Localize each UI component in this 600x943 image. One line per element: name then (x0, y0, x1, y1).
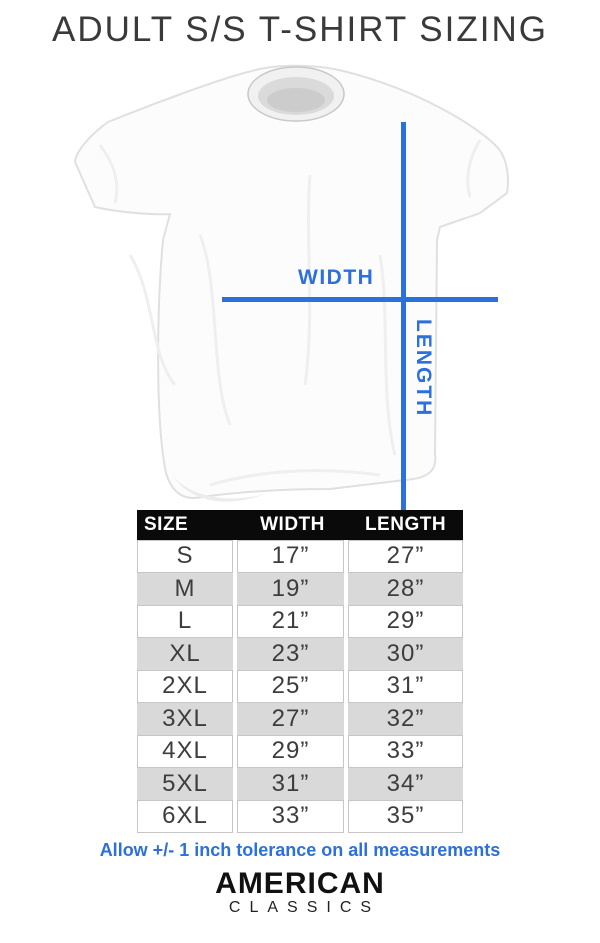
tshirt-collar (247, 66, 345, 122)
size-cell: S (137, 540, 237, 573)
table-row: 2XL 25” 31” (137, 670, 463, 703)
length-cell: 30” (348, 637, 463, 670)
tshirt-image (73, 64, 509, 502)
length-measure-line (401, 122, 406, 548)
page-title: ADULT S/S T-SHIRT SIZING (52, 10, 548, 49)
width-cell: 23” (237, 637, 348, 670)
size-cell: 6XL (137, 800, 237, 833)
table-row: M 19” 28” (137, 572, 463, 605)
brand-logo: AMERICAN CLASSICS (0, 867, 600, 917)
width-cell: 25” (237, 670, 348, 703)
size-table-body: S 17” 27” M 19” 28” L 21” 29” XL 23” 30” 2XL 25” 31” 3X… (137, 540, 463, 833)
size-cell: XL (137, 637, 237, 670)
table-row: 5XL 31” 34” (137, 767, 463, 800)
size-cell: 2XL (137, 670, 237, 703)
tshirt-diagram: WIDTH LENGTH (60, 55, 520, 548)
width-cell: 17” (237, 540, 348, 573)
table-header: SIZE WIDTH LENGTH (137, 510, 463, 540)
tshirt-body (73, 64, 509, 499)
table-row: L 21” 29” (137, 605, 463, 638)
width-cell: 27” (237, 702, 348, 735)
table-row: 4XL 29” 33” (137, 735, 463, 768)
brand-name: AMERICAN (215, 867, 385, 900)
width-cell: 19” (237, 572, 348, 605)
size-cell: L (137, 605, 237, 638)
width-label: WIDTH (298, 266, 375, 289)
table-row: XL 23” 30” (137, 637, 463, 670)
length-cell: 27” (348, 540, 463, 573)
header-cell-size: SIZE (144, 514, 189, 535)
header-cell-length: LENGTH (364, 514, 447, 535)
size-cell: 4XL (137, 735, 237, 768)
table-row: 6XL 33” 35” (137, 800, 463, 833)
tshirt-wrinkles (98, 139, 482, 487)
size-cell: M (137, 572, 237, 605)
size-cell: 5XL (137, 767, 237, 800)
length-cell: 31” (348, 670, 463, 703)
width-cell: 31” (237, 767, 348, 800)
brand-subname: CLASSICS (228, 899, 381, 916)
table-row: S 17” 27” (137, 540, 463, 573)
size-table: SIZE WIDTH LENGTH S 17” 27” M 19” 28” L 21” 29” X… (137, 510, 463, 833)
length-cell: 28” (348, 572, 463, 605)
width-cell: 29” (237, 735, 348, 768)
length-cell: 35” (348, 800, 463, 833)
header-cell-width: WIDTH (260, 514, 325, 535)
width-cell: 33” (237, 800, 348, 833)
table-row: 3XL 27” 32” (137, 702, 463, 735)
length-cell: 33” (348, 735, 463, 768)
length-cell: 29” (348, 605, 463, 638)
width-cell: 21” (237, 605, 348, 638)
width-measure-line (222, 297, 498, 302)
tolerance-note: Allow +/- 1 inch tolerance on all measur… (99, 840, 501, 860)
length-cell: 34” (348, 767, 463, 800)
size-cell: 3XL (137, 702, 237, 735)
tshirt-hem-fold (172, 475, 265, 502)
length-label: LENGTH (412, 319, 435, 418)
length-cell: 32” (348, 702, 463, 735)
